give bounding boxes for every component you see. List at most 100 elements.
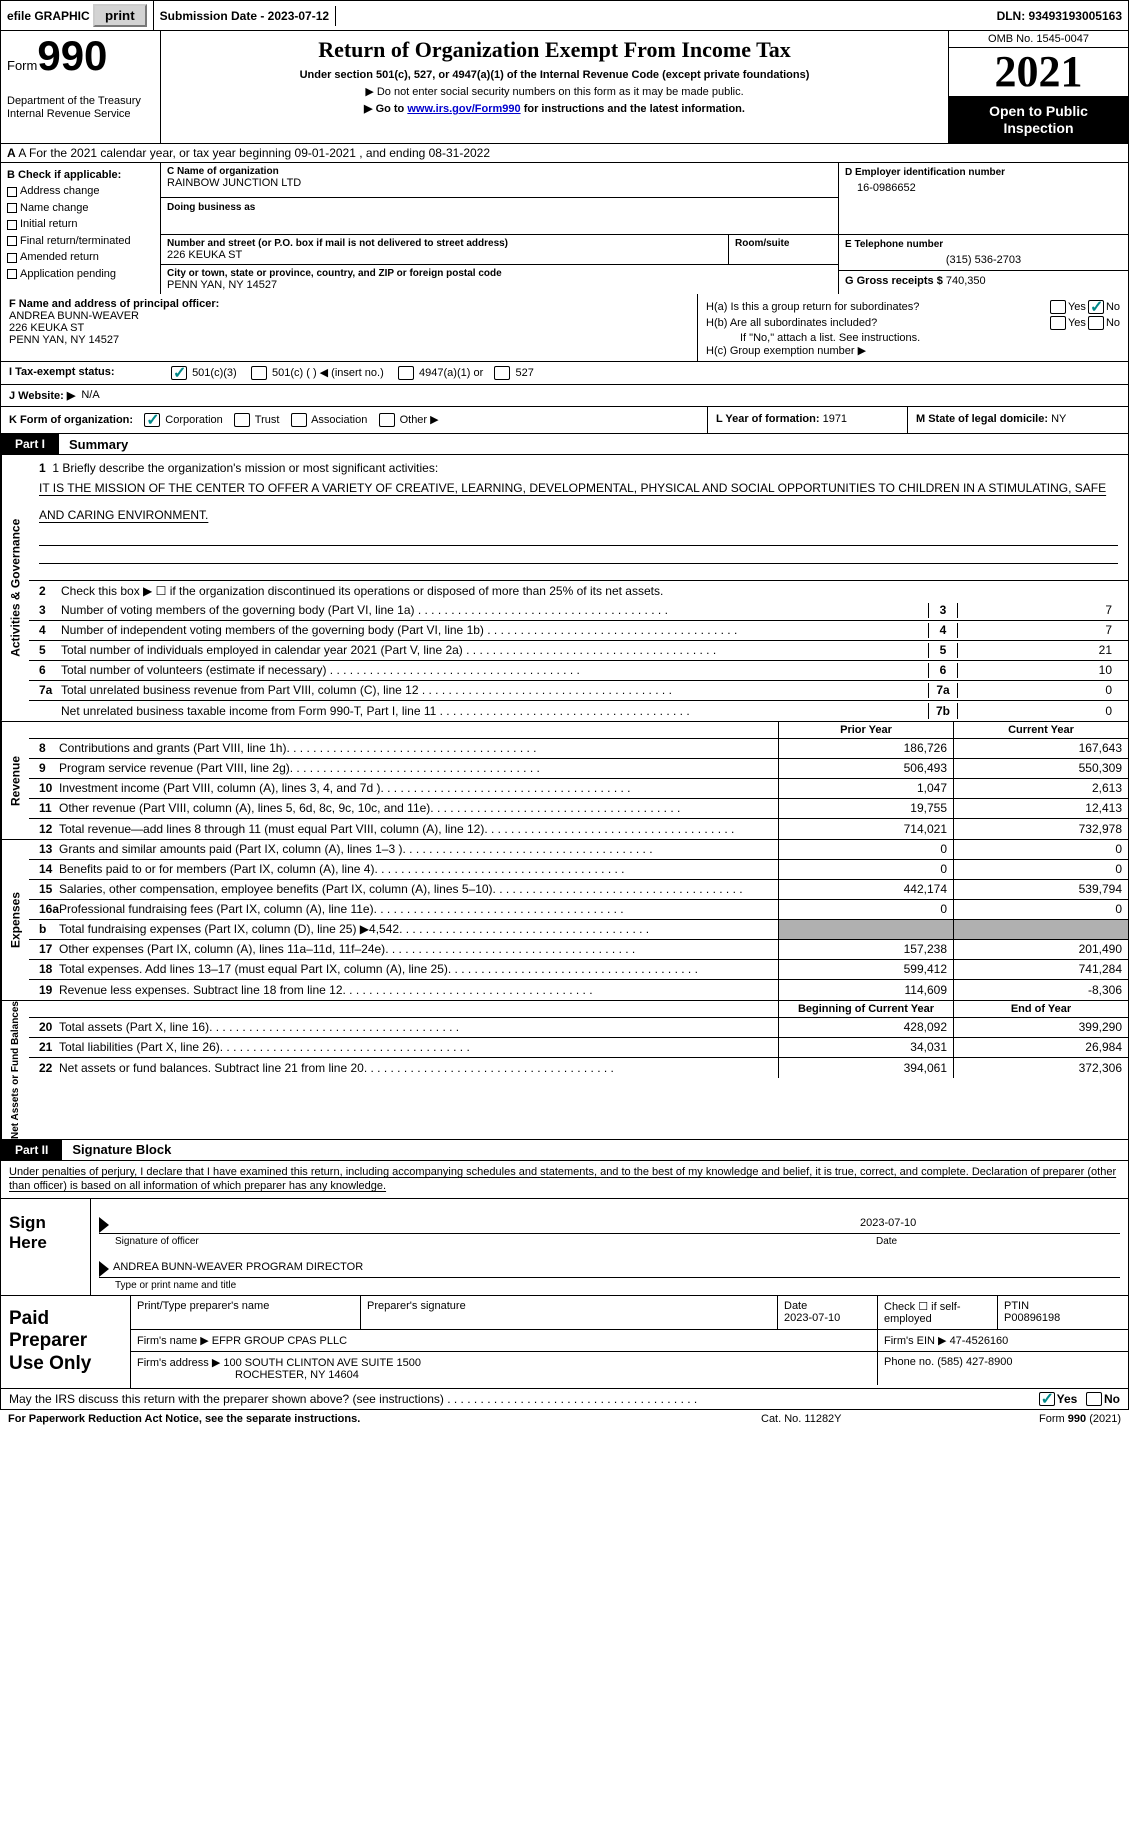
ptin: P00896198: [1004, 1312, 1060, 1324]
summary-row: Net unrelated business taxable income fr…: [29, 701, 1128, 721]
l-label: L Year of formation:: [716, 413, 820, 425]
data-row: 17Other expenses (Part IX, column (A), l…: [29, 940, 1128, 960]
chk-501c[interactable]: [251, 366, 267, 380]
k-label: K Form of organization:: [9, 414, 133, 426]
submission-date: Submission Date - 2023-07-12: [154, 6, 336, 26]
hb-no[interactable]: [1088, 316, 1104, 330]
chk-corp[interactable]: [144, 413, 160, 427]
chk-527[interactable]: [494, 366, 510, 380]
current-year-header: Current Year: [953, 722, 1128, 738]
hc: H(c) Group exemption number ▶: [706, 344, 1120, 357]
f-label: F Name and address of principal officer:: [9, 298, 219, 310]
city: PENN YAN, NY 14527: [167, 279, 832, 291]
c-name-label: C Name of organization: [167, 166, 832, 177]
city-label: City or town, state or province, country…: [167, 268, 832, 279]
omb-number: OMB No. 1545-0047: [949, 31, 1128, 48]
chk-assoc[interactable]: [291, 413, 307, 427]
officer-city: PENN YAN, NY 14527: [9, 334, 689, 346]
type-name-label: Type or print name and title: [91, 1280, 1128, 1291]
summary-row: 3Number of voting members of the governi…: [29, 601, 1128, 621]
data-row: 18Total expenses. Add lines 13–17 (must …: [29, 960, 1128, 980]
hb-yes[interactable]: [1050, 316, 1066, 330]
data-row: 10Investment income (Part VIII, column (…: [29, 779, 1128, 799]
firm-addr: 100 SOUTH CLINTON AVE SUITE 1500: [223, 1357, 421, 1369]
firm-phone: (585) 427-8900: [937, 1356, 1012, 1368]
cat-no: Cat. No. 11282Y: [761, 1413, 961, 1425]
sig-officer-label: Signature of officer: [91, 1236, 868, 1247]
ha-no[interactable]: [1088, 300, 1104, 314]
data-row: bTotal fundraising expenses (Part IX, co…: [29, 920, 1128, 940]
firm-city: ROCHESTER, NY 14604: [137, 1369, 359, 1381]
chk-other[interactable]: [379, 413, 395, 427]
form-title: Return of Organization Exempt From Incom…: [165, 37, 944, 63]
chk-name[interactable]: [7, 203, 17, 213]
data-row: 21Total liabilities (Part X, line 26)34,…: [29, 1038, 1128, 1058]
footer: For Paperwork Reduction Act Notice, see …: [0, 1410, 1129, 1428]
chk-initial[interactable]: [7, 220, 17, 230]
declaration: Under penalties of perjury, I declare th…: [0, 1161, 1129, 1199]
row-k: K Form of organization: Corporation Trus…: [0, 407, 1129, 434]
room-label: Room/suite: [735, 238, 832, 249]
chk-trust[interactable]: [234, 413, 250, 427]
firm-ein: 47-4526160: [950, 1335, 1009, 1347]
phone: (315) 536-2703: [845, 250, 1122, 266]
discuss-yes[interactable]: [1039, 1392, 1055, 1406]
form-word: Form: [7, 58, 37, 73]
irs-link[interactable]: www.irs.gov/Form990: [407, 103, 520, 115]
top-bar: efile GRAPHIC print Submission Date - 20…: [0, 0, 1129, 31]
q2: Check this box ▶ ☐ if the organization d…: [61, 584, 1118, 598]
vtab-ag: Activities & Governance: [1, 455, 29, 721]
prep-date: 2023-07-10: [784, 1312, 840, 1324]
expenses-section: Expenses 13Grants and similar amounts pa…: [0, 840, 1129, 1001]
street-label: Number and street (or P.O. box if mail i…: [167, 238, 722, 249]
discuss-no[interactable]: [1086, 1392, 1102, 1406]
hb-note: If "No," attach a list. See instructions…: [706, 332, 1120, 344]
sign-here-row: Sign Here 2023-07-10 Signature of office…: [0, 1199, 1129, 1296]
activities-governance: Activities & Governance 1 1 Briefly desc…: [0, 455, 1129, 722]
part1-header: Part I Summary: [0, 434, 1129, 455]
end-year-header: End of Year: [953, 1001, 1128, 1017]
m-label: M State of legal domicile:: [916, 413, 1048, 425]
officer-street: 226 KEUKA ST: [9, 322, 689, 334]
state: NY: [1051, 413, 1066, 425]
print-button[interactable]: print: [93, 4, 147, 27]
revenue-section: Revenue Prior Year Current Year 8Contrib…: [0, 722, 1129, 840]
data-row: 9Program service revenue (Part VIII, lin…: [29, 759, 1128, 779]
officer-printed: ANDREA BUNN-WEAVER PROGRAM DIRECTOR: [113, 1261, 363, 1277]
d-label: D Employer identification number: [845, 167, 1122, 178]
discuss-row: May the IRS discuss this return with the…: [0, 1389, 1129, 1410]
org-name: RAINBOW JUNCTION LTD: [167, 177, 832, 189]
ein: 16-0986652: [845, 178, 1122, 194]
data-row: 11Other revenue (Part VIII, column (A), …: [29, 799, 1128, 819]
line-a: A A For the 2021 calendar year, or tax y…: [0, 144, 1129, 163]
hb: H(b) Are all subordinates included?: [706, 317, 1048, 329]
arrow-icon: [99, 1217, 109, 1233]
department: Department of the Treasury Internal Reve…: [7, 95, 154, 121]
date-label: Date: [868, 1236, 1128, 1247]
chk-501c3[interactable]: [171, 366, 187, 380]
e-label: E Telephone number: [845, 239, 1122, 250]
chk-amended[interactable]: [7, 253, 17, 263]
street: 226 KEUKA ST: [167, 249, 722, 261]
data-row: 22Net assets or fund balances. Subtract …: [29, 1058, 1128, 1078]
form-ref: Form 990 (2021): [961, 1413, 1121, 1425]
data-row: 19Revenue less expenses. Subtract line 1…: [29, 980, 1128, 1000]
chk-final[interactable]: [7, 236, 17, 246]
sign-here: Sign Here: [1, 1199, 91, 1295]
ssn-note: ▶ Do not enter social security numbers o…: [165, 85, 944, 98]
part2-header: Part II Signature Block: [0, 1140, 1129, 1161]
summary-row: 6Total number of volunteers (estimate if…: [29, 661, 1128, 681]
chk-4947[interactable]: [398, 366, 414, 380]
g-label: G Gross receipts $: [845, 275, 943, 287]
net-assets-section: Net Assets or Fund Balances Beginning of…: [0, 1001, 1129, 1140]
chk-pending[interactable]: [7, 269, 17, 279]
prior-year-header: Prior Year: [778, 722, 953, 738]
efile-label: efile GRAPHIC: [7, 9, 90, 23]
part1-title: Summary: [59, 437, 128, 452]
ha-yes[interactable]: [1050, 300, 1066, 314]
chk-address[interactable]: [7, 187, 17, 197]
row-j: J Website: ▶ N/A: [0, 385, 1129, 407]
website: N/A: [81, 389, 99, 402]
summary-row: 7aTotal unrelated business revenue from …: [29, 681, 1128, 701]
dln: DLN: 93493193005163: [991, 6, 1128, 26]
